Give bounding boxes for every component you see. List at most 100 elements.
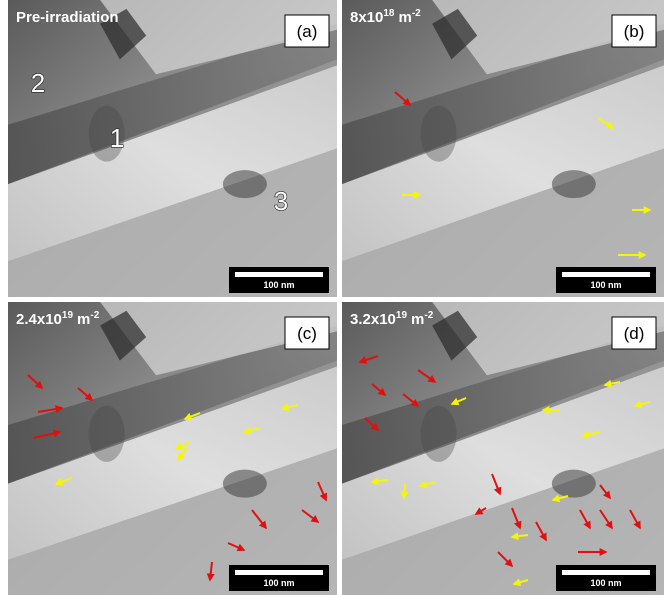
title-exponent: 19 (396, 310, 408, 321)
title-unit-exponent: -2 (90, 310, 99, 321)
arrow (418, 480, 437, 489)
contrast (222, 469, 267, 498)
arrow (633, 400, 651, 409)
label-box (611, 14, 657, 48)
scale-label: 100 nm (590, 578, 621, 588)
scale-label: 100 nm (590, 280, 621, 290)
title-base: 3.2x10 (350, 311, 396, 328)
title-unit-exponent: -2 (424, 310, 433, 321)
arrow (603, 379, 621, 388)
contrast (420, 105, 457, 162)
arrow (599, 509, 613, 530)
title-base: 2.4x10 (16, 311, 62, 328)
grain-dark (8, 325, 337, 484)
grain-dark (342, 325, 664, 484)
arrow (417, 369, 437, 383)
grain-label: 1 (110, 123, 124, 153)
grain-top (432, 302, 664, 376)
panel-title: 8x1018 m-2 (350, 8, 421, 26)
arrow (394, 91, 412, 107)
scale-label: 100 nm (263, 280, 294, 290)
arrow (77, 387, 94, 402)
contrast (222, 170, 267, 199)
micrograph (342, 302, 664, 595)
title-unit: m (411, 311, 424, 328)
micrograph (8, 0, 337, 297)
panel: 3.2x1019 m-2 (d) 100 nm (342, 302, 664, 595)
arrow (597, 117, 615, 129)
scale-label: 100 nm (263, 578, 294, 588)
title-unit: m (399, 9, 412, 26)
label-box (284, 316, 330, 350)
arrow (402, 393, 420, 407)
contrast (551, 170, 596, 199)
arrow (37, 405, 64, 413)
arrow (174, 441, 191, 450)
grain-dark (342, 23, 664, 185)
arrow (497, 551, 514, 568)
grain-top-left (432, 310, 478, 361)
scale-line (562, 570, 650, 575)
grain-top-left (100, 8, 147, 60)
arrow (474, 507, 487, 515)
arrow (629, 509, 641, 530)
panel-title: 3.2x1019 m-2 (350, 310, 434, 328)
arrow (177, 447, 188, 462)
title-base: 8x10 (350, 9, 383, 26)
arrow (535, 521, 547, 542)
arrow (491, 473, 502, 496)
arrow (510, 532, 529, 541)
panel-title: Pre-irradiation (16, 9, 119, 26)
grain-label: 3 (274, 186, 288, 216)
grain-top (100, 302, 337, 376)
arrow (54, 477, 73, 486)
arrow (551, 494, 569, 503)
title-exponent: 18 (383, 8, 395, 19)
arrow (599, 484, 611, 500)
scale-line (235, 272, 323, 277)
grain-dark (8, 23, 337, 185)
grain-band (342, 59, 664, 262)
arrow (251, 509, 267, 530)
grain-top-left (100, 310, 147, 361)
arrow (512, 578, 529, 587)
arrow (317, 481, 328, 502)
panel-label: (a) (297, 22, 318, 41)
scale-box (229, 565, 329, 591)
label-box (284, 14, 330, 48)
scale-line (235, 570, 323, 575)
arrow (242, 426, 261, 435)
arrow (32, 429, 62, 439)
contrast (88, 405, 125, 462)
arrow (227, 542, 246, 552)
arrow (183, 412, 201, 421)
arrow (280, 403, 299, 412)
title-base: Pre-irradiation (16, 9, 119, 26)
grain-band (342, 360, 664, 560)
arrow (358, 355, 379, 364)
arrow (581, 430, 601, 439)
contrast (88, 105, 125, 162)
panel-label: (b) (624, 22, 645, 41)
grain-band (8, 59, 337, 262)
panel: 2.4x1019 m-2 (c) 100 nm (8, 302, 337, 595)
scale-line (562, 272, 650, 277)
arrow (511, 507, 522, 530)
arrow (450, 397, 467, 406)
contrast (551, 469, 596, 498)
scale-box (556, 565, 656, 591)
panel: 8x1018 m-2 (b) 100 nm (342, 0, 664, 297)
arrow (579, 509, 591, 530)
arrow (370, 477, 389, 486)
micrograph (342, 0, 664, 297)
micrograph (8, 302, 337, 595)
label-box (611, 316, 657, 350)
grain-top-left (432, 8, 478, 60)
panel-label: (c) (297, 324, 317, 343)
grain-label: 2 (31, 68, 45, 98)
arrow (400, 483, 409, 500)
title-unit: m (77, 311, 90, 328)
arrow (206, 561, 215, 582)
arrow (371, 383, 387, 397)
